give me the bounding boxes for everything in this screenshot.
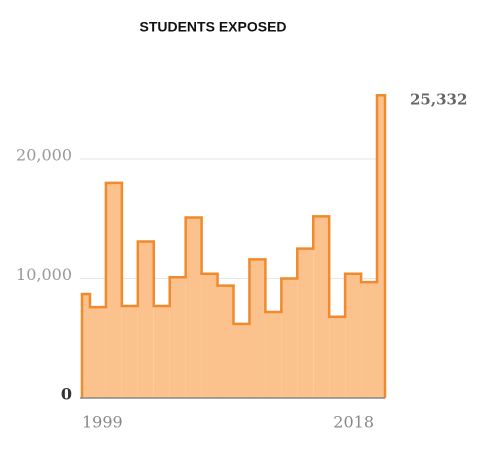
area-step [89,307,106,398]
area-step [121,305,138,398]
area-step [329,316,346,398]
area-step [217,285,234,398]
area-step [185,217,202,398]
area-step [297,248,314,398]
value-label: 25,332 [410,90,467,108]
x-tick-label: 1999 [82,413,123,432]
area-step [265,311,282,398]
area-step [233,323,250,398]
area-step [137,241,154,398]
area-step [169,277,186,398]
area-step [345,273,362,398]
y-tick-label: 0 [61,385,72,404]
area-step [201,273,218,398]
y-tick-label: 20,000 [16,146,72,165]
area-step [281,278,298,398]
x-tick-label: 2018 [333,413,374,432]
area-step [82,294,90,398]
area-step [249,259,266,398]
area-step [377,95,385,399]
chart-title: STUDENTS EXPOSED [139,19,286,35]
area-step [313,216,330,398]
area-step [361,282,378,398]
area-step [153,305,170,398]
y-tick-label: 10,000 [16,265,72,284]
area-step [105,182,122,398]
